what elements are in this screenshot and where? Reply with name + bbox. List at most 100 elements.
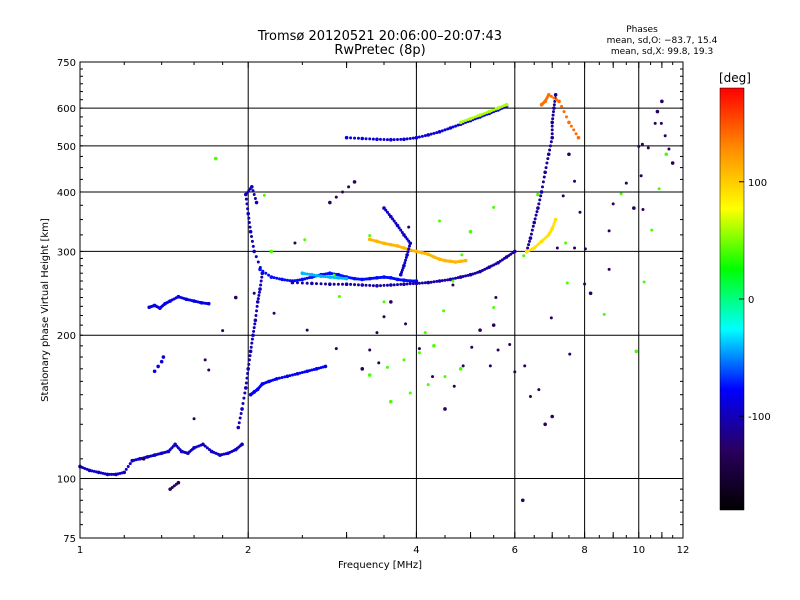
data-point bbox=[303, 238, 307, 242]
data-point bbox=[543, 422, 547, 427]
data-point bbox=[205, 446, 209, 450]
data-point bbox=[400, 268, 404, 272]
data-point bbox=[659, 121, 663, 125]
data-point bbox=[371, 137, 375, 141]
data-point bbox=[353, 283, 357, 287]
data-point bbox=[544, 166, 548, 170]
data-point bbox=[250, 239, 254, 243]
data-point bbox=[531, 224, 535, 228]
data-point bbox=[526, 246, 530, 250]
data-point bbox=[488, 364, 492, 368]
data-point bbox=[404, 256, 408, 260]
data-point bbox=[443, 407, 447, 411]
data-point bbox=[312, 273, 316, 277]
data-point bbox=[252, 193, 256, 197]
data-point bbox=[540, 185, 544, 189]
data-point bbox=[328, 200, 332, 205]
data-point bbox=[253, 322, 257, 326]
data-point bbox=[392, 283, 396, 287]
data-point bbox=[423, 134, 427, 138]
data-point bbox=[385, 365, 389, 369]
chart-subtitle: RwPretec (8p) bbox=[334, 43, 425, 58]
data-point bbox=[337, 294, 341, 298]
data-point bbox=[399, 282, 403, 286]
data-point bbox=[248, 229, 253, 234]
data-point bbox=[347, 185, 351, 189]
data-point bbox=[317, 366, 321, 370]
data-point bbox=[443, 128, 447, 132]
x-axis-ticks: 1 2 4 6 8 10 12 bbox=[77, 62, 689, 556]
data-point bbox=[452, 384, 456, 388]
data-point bbox=[259, 279, 263, 283]
data-point bbox=[404, 322, 408, 326]
data-point bbox=[611, 202, 615, 206]
data-point bbox=[251, 189, 255, 193]
data-point bbox=[314, 274, 318, 278]
data-point bbox=[520, 498, 525, 503]
x-tick-label: 2 bbox=[245, 545, 251, 556]
data-point bbox=[537, 388, 541, 392]
data-point bbox=[500, 258, 504, 262]
data-point bbox=[432, 344, 436, 348]
data-point bbox=[619, 192, 623, 196]
data-point bbox=[267, 273, 271, 277]
data-point bbox=[470, 345, 474, 349]
data-point bbox=[565, 281, 569, 285]
data-point bbox=[550, 135, 555, 140]
data-point bbox=[426, 383, 430, 387]
data-point bbox=[344, 282, 349, 287]
data-point bbox=[247, 216, 251, 220]
data-point bbox=[258, 267, 262, 272]
data-point bbox=[344, 135, 349, 140]
data-point bbox=[305, 281, 309, 285]
data-point bbox=[458, 367, 463, 371]
data-point bbox=[523, 364, 527, 368]
data-point bbox=[562, 110, 566, 114]
data-point bbox=[360, 283, 365, 287]
data-point bbox=[295, 278, 299, 282]
data-point bbox=[660, 99, 664, 104]
data-point bbox=[389, 300, 393, 304]
data-point bbox=[417, 135, 421, 139]
data-point bbox=[539, 190, 544, 194]
data-point bbox=[417, 351, 421, 355]
data-point bbox=[124, 467, 128, 471]
data-point bbox=[108, 472, 112, 476]
data-point bbox=[483, 111, 487, 115]
stats-line-o: mean, sd,O: −83.7, 15.4 bbox=[607, 36, 718, 46]
data-point bbox=[248, 354, 252, 358]
data-point bbox=[546, 152, 551, 157]
x-axis-label: Frequency [MHz] bbox=[338, 560, 422, 571]
data-point bbox=[408, 137, 412, 141]
data-point bbox=[252, 329, 256, 333]
data-point bbox=[110, 472, 114, 476]
data-point bbox=[201, 442, 205, 447]
data-point bbox=[246, 367, 251, 371]
data-point bbox=[468, 272, 473, 277]
data-point bbox=[368, 348, 372, 352]
y-tick-label: 500 bbox=[57, 142, 76, 153]
data-point bbox=[440, 129, 444, 133]
data-point bbox=[236, 425, 241, 430]
data-point bbox=[438, 219, 442, 223]
data-point bbox=[576, 135, 581, 140]
data-point bbox=[463, 258, 468, 263]
data-point bbox=[549, 94, 553, 98]
data-point bbox=[356, 136, 360, 140]
data-point bbox=[468, 116, 473, 121]
data-point bbox=[247, 358, 251, 362]
data-point bbox=[451, 277, 455, 281]
data-point bbox=[300, 281, 304, 285]
data-point bbox=[206, 301, 211, 306]
data-point bbox=[285, 374, 290, 379]
y-tick-label: 750 bbox=[57, 58, 76, 69]
data-point bbox=[538, 198, 542, 202]
data-point bbox=[156, 364, 160, 369]
data-point bbox=[80, 465, 84, 469]
data-point bbox=[290, 280, 295, 285]
data-point bbox=[255, 304, 259, 308]
data-point bbox=[533, 217, 537, 221]
data-point bbox=[550, 120, 555, 125]
y-tick-label: 200 bbox=[57, 331, 76, 342]
data-point bbox=[385, 210, 389, 214]
